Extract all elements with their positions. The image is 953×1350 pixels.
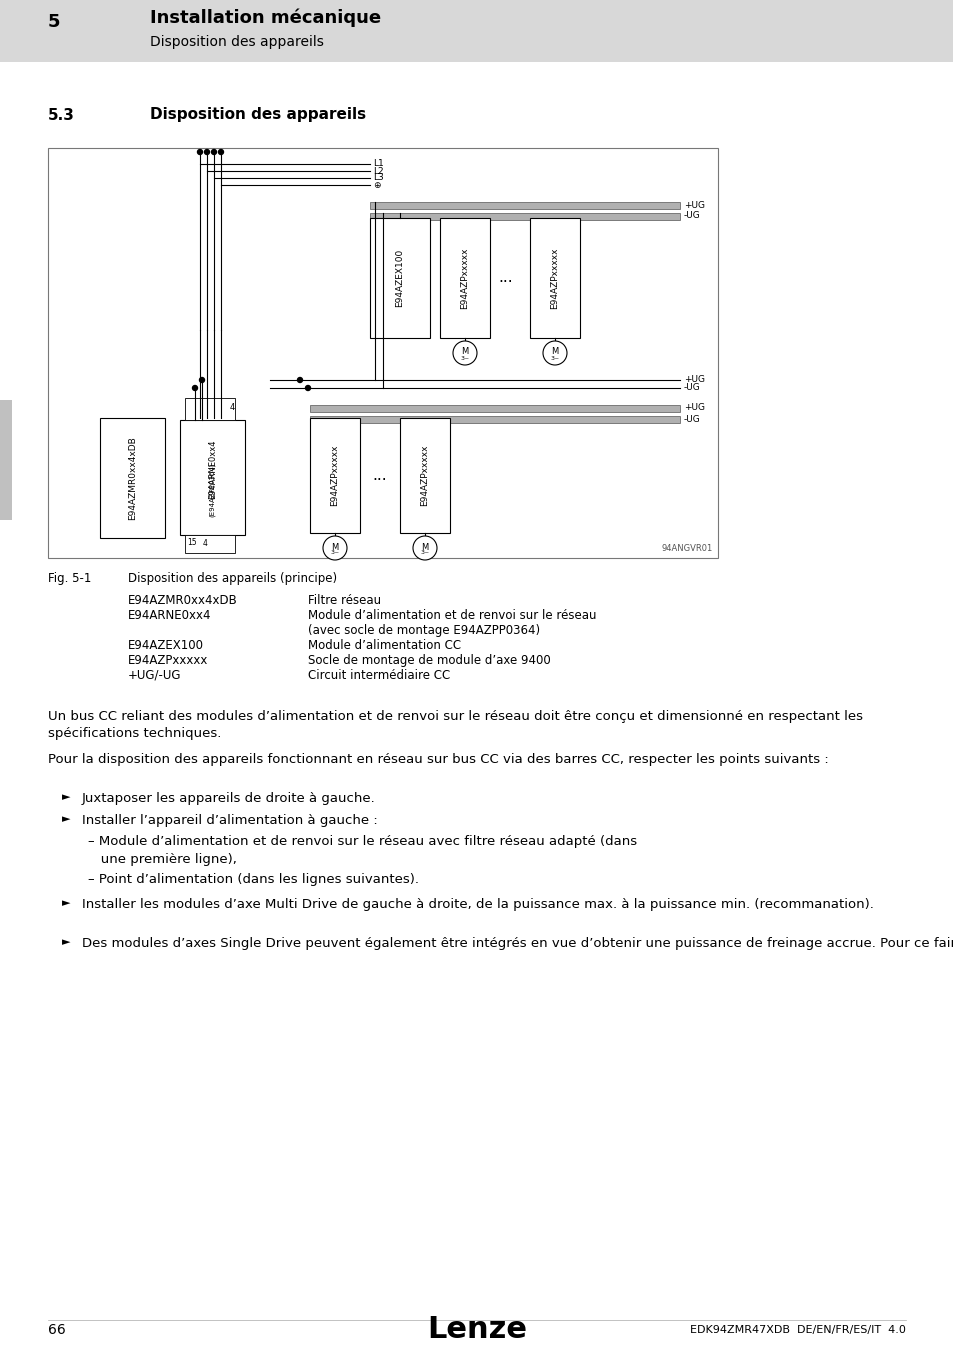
Bar bbox=[370, 213, 679, 220]
Circle shape bbox=[453, 342, 476, 365]
Text: 66: 66 bbox=[48, 1323, 66, 1336]
Text: Filtre réseau: Filtre réseau bbox=[308, 594, 381, 608]
Text: M: M bbox=[331, 543, 338, 552]
Text: 4: 4 bbox=[203, 540, 208, 548]
Text: Installer les modules d’axe Multi Drive de gauche à droite, de la puissance max.: Installer les modules d’axe Multi Drive … bbox=[82, 898, 873, 911]
Text: Module d’alimentation CC: Module d’alimentation CC bbox=[308, 639, 460, 652]
Text: -UG: -UG bbox=[683, 383, 700, 393]
Bar bbox=[0, 400, 12, 520]
Text: L1: L1 bbox=[373, 159, 383, 169]
Text: M: M bbox=[421, 543, 428, 552]
Text: Installation mécanique: Installation mécanique bbox=[150, 8, 381, 27]
Circle shape bbox=[297, 378, 302, 382]
Bar bbox=[180, 420, 245, 535]
Circle shape bbox=[323, 536, 347, 560]
Text: E94AZPxxxxx: E94AZPxxxxx bbox=[420, 444, 429, 506]
Text: M: M bbox=[551, 347, 558, 356]
Text: 3~: 3~ bbox=[330, 551, 339, 555]
Circle shape bbox=[542, 342, 566, 365]
Text: ►: ► bbox=[62, 937, 71, 946]
Bar bbox=[48, 148, 718, 558]
Text: E94AZMR0xx4xDB: E94AZMR0xx4xDB bbox=[128, 594, 237, 608]
Text: Disposition des appareils: Disposition des appareils bbox=[150, 108, 366, 123]
Text: 3~: 3~ bbox=[550, 355, 559, 360]
Text: E94AZEX100: E94AZEX100 bbox=[128, 639, 204, 652]
Bar bbox=[310, 416, 679, 423]
Bar bbox=[100, 418, 165, 539]
Text: EDK94ZMR47XDB  DE/EN/FR/ES/IT  4.0: EDK94ZMR47XDB DE/EN/FR/ES/IT 4.0 bbox=[689, 1324, 905, 1335]
Text: Juxtaposer les appareils de droite à gauche.: Juxtaposer les appareils de droite à gau… bbox=[82, 792, 375, 805]
Text: Un bus CC reliant des modules d’alimentation et de renvoi sur le réseau doit êtr: Un bus CC reliant des modules d’alimenta… bbox=[48, 710, 862, 741]
Text: E94AZPxxxxx: E94AZPxxxxx bbox=[550, 247, 558, 309]
Text: +UG/-UG: +UG/-UG bbox=[128, 670, 181, 682]
Text: E94AZEX100: E94AZEX100 bbox=[395, 248, 404, 308]
Text: -UG: -UG bbox=[683, 212, 700, 220]
Text: (E94AZPP0364): (E94AZPP0364) bbox=[209, 462, 215, 517]
Text: 4: 4 bbox=[230, 404, 235, 412]
Text: E94AZPxxxxx: E94AZPxxxxx bbox=[128, 653, 208, 667]
Text: 3~: 3~ bbox=[460, 355, 469, 360]
Text: E94AZPxxxxx: E94AZPxxxxx bbox=[460, 247, 469, 309]
Bar bbox=[185, 535, 234, 554]
Bar bbox=[439, 217, 490, 338]
Text: Socle de montage de module d’axe 9400: Socle de montage de module d’axe 9400 bbox=[308, 653, 550, 667]
Text: +UG: +UG bbox=[683, 375, 704, 385]
Text: E94AZMR0xx4xDB: E94AZMR0xx4xDB bbox=[128, 436, 137, 520]
Text: Circuit intermédiaire CC: Circuit intermédiaire CC bbox=[308, 670, 450, 682]
Circle shape bbox=[212, 150, 216, 154]
Text: – Point d’alimentation (dans les lignes suivantes).: – Point d’alimentation (dans les lignes … bbox=[88, 873, 418, 886]
Bar bbox=[185, 398, 234, 420]
Bar bbox=[370, 202, 679, 209]
Text: E94ARNE0xx4: E94ARNE0xx4 bbox=[208, 440, 216, 500]
Text: Module d’alimentation et de renvoi sur le réseau: Module d’alimentation et de renvoi sur l… bbox=[308, 609, 596, 622]
Bar bbox=[530, 217, 579, 338]
Text: Pour la disposition des appareils fonctionnant en réseau sur bus CC via des barr: Pour la disposition des appareils foncti… bbox=[48, 753, 828, 765]
Bar bbox=[310, 405, 679, 412]
Text: +UG: +UG bbox=[683, 404, 704, 413]
Text: Des modules d’axes Single Drive peuvent également être intégrés en vue d’obtenir: Des modules d’axes Single Drive peuvent … bbox=[82, 937, 953, 950]
Circle shape bbox=[193, 386, 197, 390]
Circle shape bbox=[413, 536, 436, 560]
Circle shape bbox=[197, 150, 202, 154]
Circle shape bbox=[199, 378, 204, 382]
Text: E94AZPxxxxx: E94AZPxxxxx bbox=[330, 444, 339, 506]
Text: ...: ... bbox=[373, 468, 387, 483]
Text: -UG: -UG bbox=[683, 414, 700, 424]
Text: 5: 5 bbox=[48, 14, 60, 31]
Circle shape bbox=[305, 386, 310, 390]
Text: ►: ► bbox=[62, 898, 71, 909]
Text: Disposition des appareils (principe): Disposition des appareils (principe) bbox=[128, 572, 336, 585]
Bar bbox=[370, 217, 430, 338]
Bar bbox=[0, 0, 953, 62]
Text: 5.3: 5.3 bbox=[48, 108, 74, 123]
Text: Fig. 5-1: Fig. 5-1 bbox=[48, 572, 91, 585]
Text: – Module d’alimentation et de renvoi sur le réseau avec filtre réseau adapté (da: – Module d’alimentation et de renvoi sur… bbox=[88, 836, 637, 865]
Text: 15: 15 bbox=[187, 539, 196, 547]
Text: L3: L3 bbox=[373, 174, 383, 182]
Text: Disposition des appareils: Disposition des appareils bbox=[150, 35, 323, 49]
Text: +UG: +UG bbox=[683, 201, 704, 209]
Circle shape bbox=[204, 150, 210, 154]
Text: Lenze: Lenze bbox=[427, 1315, 526, 1345]
Text: M: M bbox=[461, 347, 468, 356]
Text: L2: L2 bbox=[373, 166, 383, 176]
Bar bbox=[399, 418, 450, 533]
Text: 3~: 3~ bbox=[420, 551, 429, 555]
Text: ...: ... bbox=[498, 270, 513, 285]
Text: (avec socle de montage E94AZPP0364): (avec socle de montage E94AZPP0364) bbox=[308, 624, 539, 637]
Text: E94ARNE0xx4: E94ARNE0xx4 bbox=[128, 609, 212, 622]
Text: ⊕: ⊕ bbox=[373, 181, 380, 189]
Text: Installer l’appareil d’alimentation à gauche :: Installer l’appareil d’alimentation à ga… bbox=[82, 814, 377, 828]
Text: ►: ► bbox=[62, 792, 71, 802]
Text: 94ANGVR01: 94ANGVR01 bbox=[661, 544, 712, 554]
Bar bbox=[310, 418, 359, 533]
Circle shape bbox=[218, 150, 223, 154]
Text: ►: ► bbox=[62, 814, 71, 824]
